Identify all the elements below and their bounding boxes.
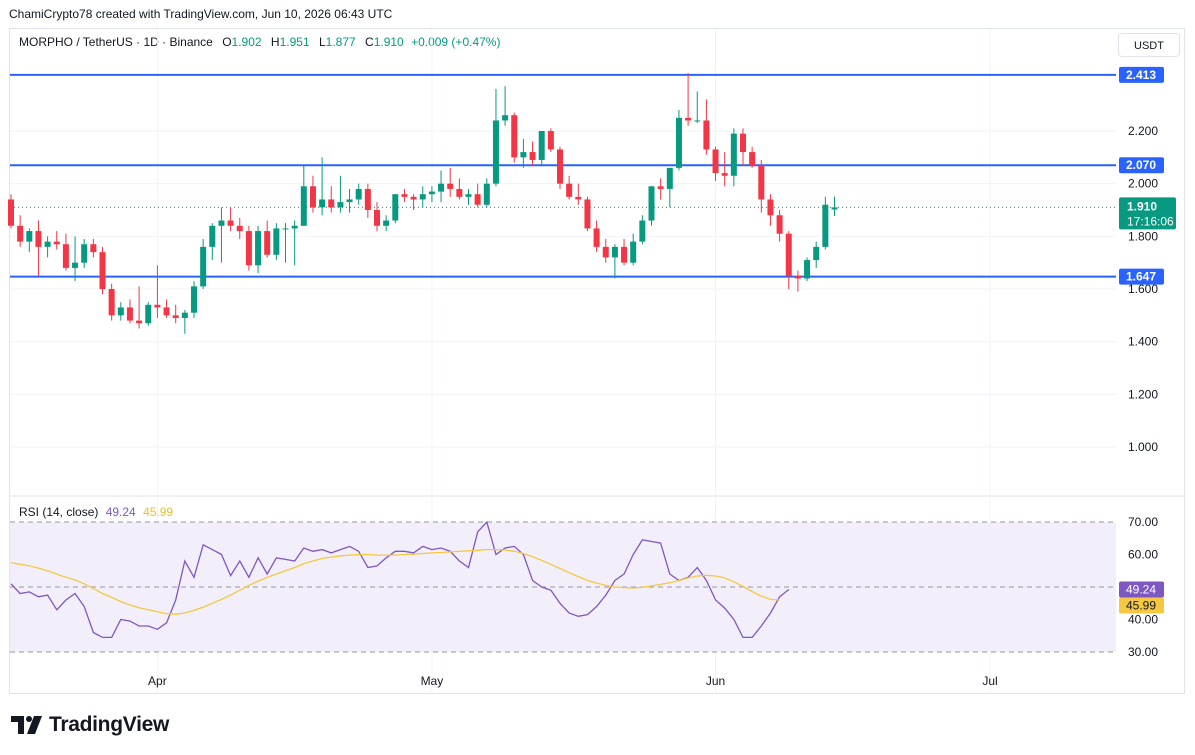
change-value: +0.009 (+0.47%)	[411, 35, 501, 49]
low-label: L	[318, 35, 326, 49]
currency-button[interactable]: USDT	[1118, 33, 1180, 57]
high-label: H	[270, 35, 280, 49]
rsi-ma-value: 45.99	[143, 505, 174, 519]
high-value: 1.951	[279, 35, 310, 49]
symbol-legend: MORPHO / TetherUS · 1D · Binance O1.902 …	[19, 35, 500, 49]
rsi-value: 49.24	[105, 505, 136, 519]
close-value: 1.910	[373, 35, 404, 49]
brand-name: TradingView	[49, 713, 170, 736]
open-label: O	[222, 35, 232, 49]
rsi-legend: RSI (14, close) 49.24 45.99	[19, 505, 173, 519]
tradingview-logo-icon	[11, 716, 42, 734]
tradingview-brand[interactable]: TradingView	[11, 713, 169, 737]
chart-frame	[9, 28, 1185, 694]
symbol-name[interactable]: MORPHO / TetherUS · 1D · Binance	[19, 35, 213, 49]
open-value: 1.902	[231, 35, 262, 49]
chart-caption: ChamiCrypto78 created with TradingView.c…	[9, 7, 393, 21]
rsi-title[interactable]: RSI (14, close)	[19, 505, 99, 519]
close-label: C	[365, 35, 374, 49]
low-value: 1.877	[325, 35, 356, 49]
